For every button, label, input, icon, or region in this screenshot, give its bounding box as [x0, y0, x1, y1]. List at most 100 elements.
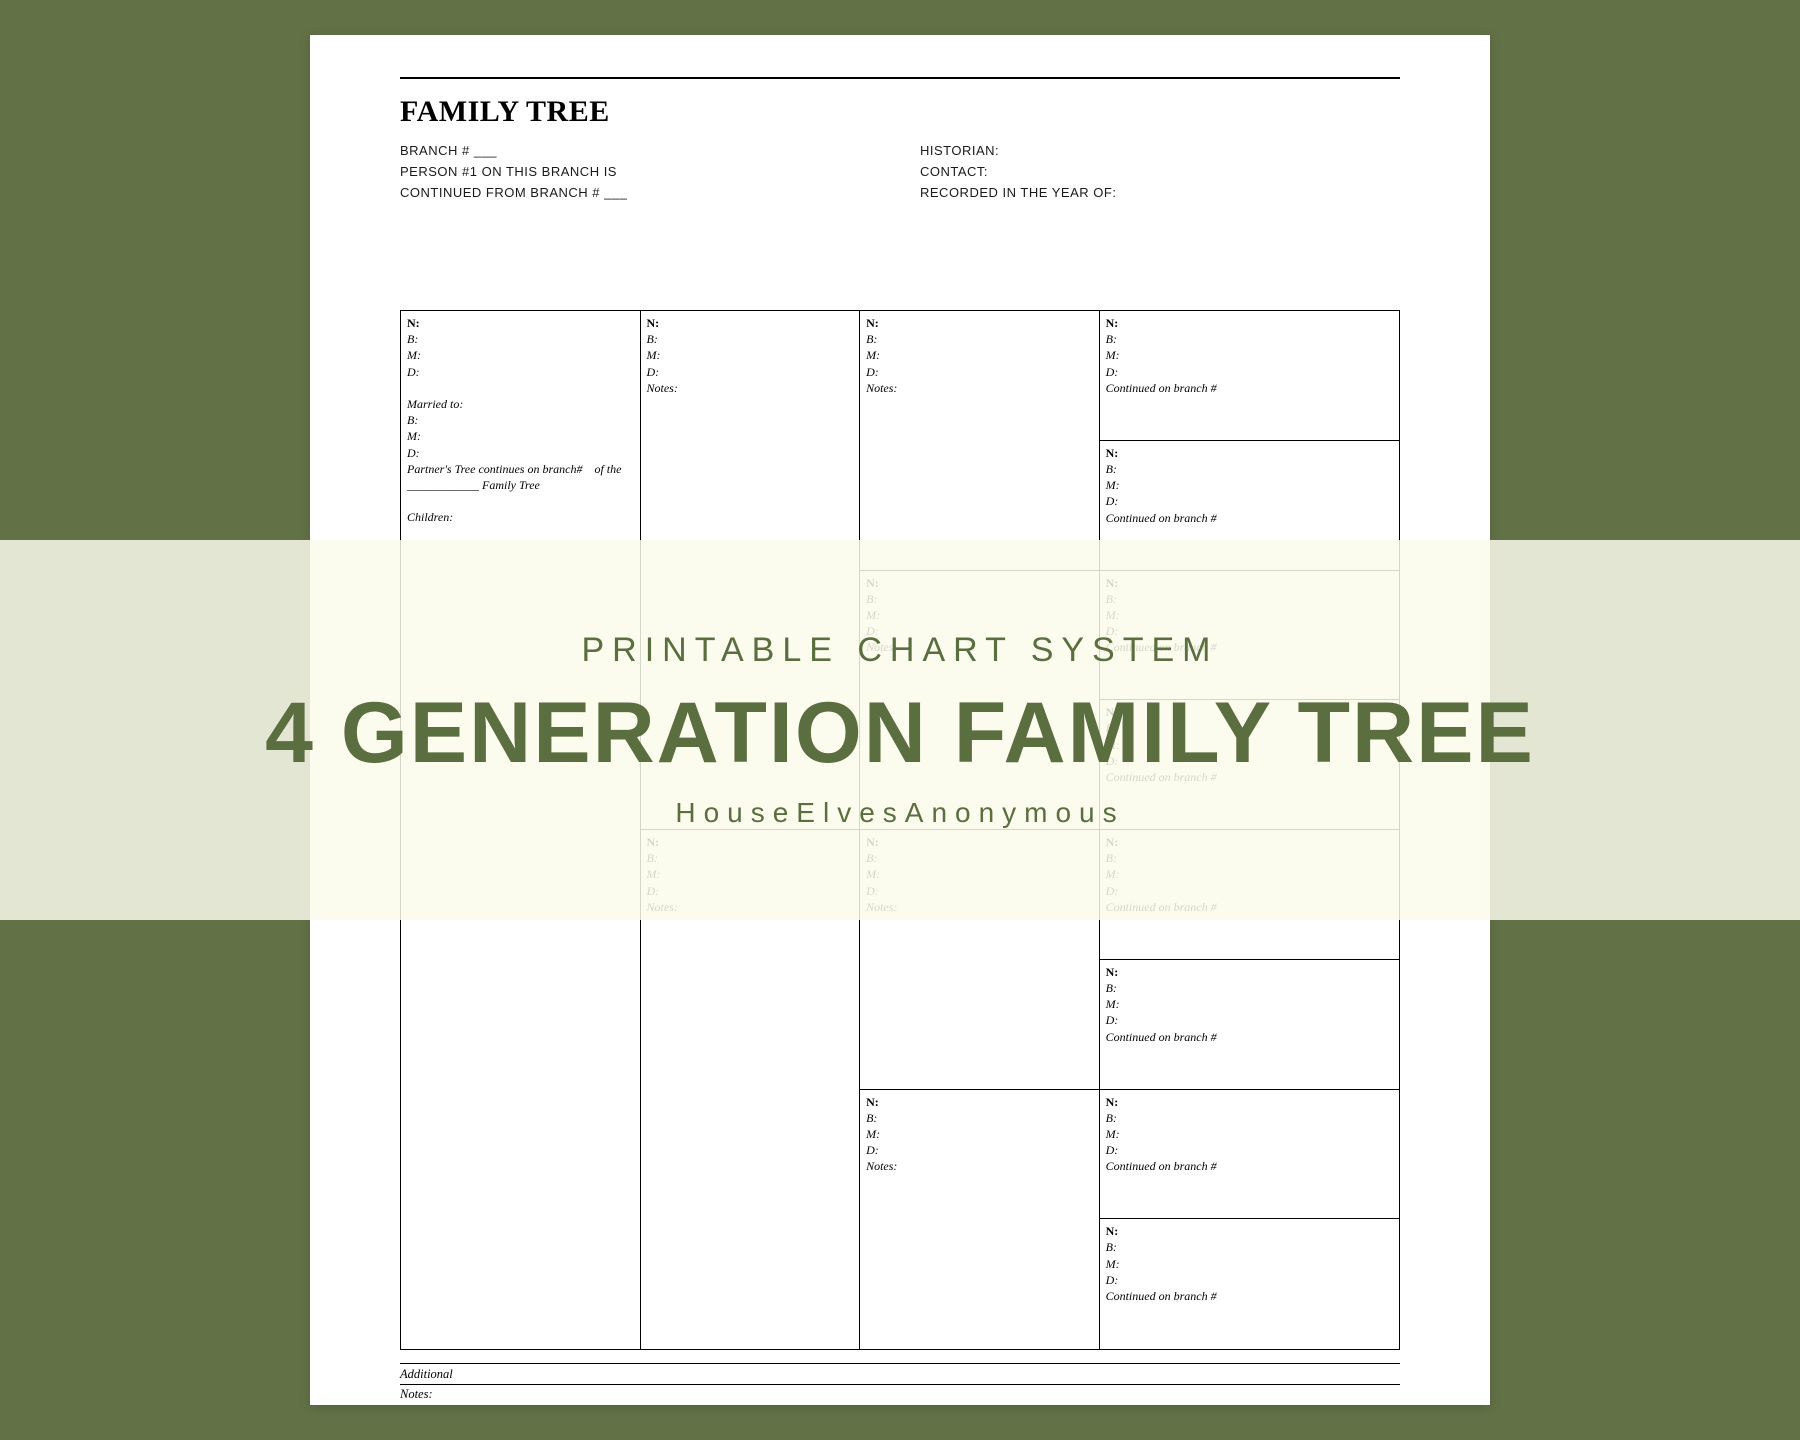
field-label-m: M:: [647, 866, 854, 882]
chart-cell: N:B:M:D:Continued on branch #: [1100, 960, 1399, 1090]
field-label-n: N:: [1106, 704, 1393, 720]
meta-left-1: PERSON #1 ON THIS BRANCH IS: [400, 164, 880, 179]
field-label-n: N:: [1106, 964, 1393, 980]
field-label-b: B:: [866, 850, 1093, 866]
field-label-n: N:: [1106, 1223, 1393, 1239]
field-label-b: B:: [647, 331, 854, 347]
genealogy-chart: N:B:M:D: Married to:B:M:D:Partner's Tree…: [400, 310, 1400, 1350]
field-label-n: N:: [407, 315, 634, 331]
field-label-continued: Continued on branch #: [1106, 1158, 1393, 1174]
chart-cell: N:B:M:D:Notes:: [860, 830, 1099, 1090]
chart-cell: N:B:M:D:Continued on branch #: [1100, 1090, 1399, 1220]
field-label-n: N:: [1106, 445, 1393, 461]
chart-cell: N:B:M:D: Married to:B:M:D:Partner's Tree…: [401, 311, 640, 1349]
field-label-b: B:: [866, 1110, 1093, 1126]
chart-cell: N:B:M:D:Continued on branch #: [1100, 441, 1399, 571]
footer-label-2: Notes:: [400, 1384, 1400, 1402]
field-label-d: D:: [866, 623, 1093, 639]
field-label-m: M:: [647, 347, 854, 363]
field-label-b: B:: [1106, 980, 1393, 996]
field-label-n: N:: [866, 315, 1093, 331]
field-label-partnernote: Partner's Tree continues on branch# of t…: [407, 461, 634, 493]
chart-col-2: N:B:M:D:Notes:N:B:M:D:Notes:: [641, 311, 861, 1349]
field-label-d: D:: [407, 364, 634, 380]
field-label-n: N:: [1106, 315, 1393, 331]
field-label-b: B:: [1106, 720, 1393, 736]
field-label-children: Children:: [407, 509, 634, 525]
field-label-b: B:: [407, 331, 634, 347]
chart-cell: N:B:M:D:Continued on branch #: [1100, 311, 1399, 441]
field-label-m: M:: [866, 1126, 1093, 1142]
chart-cell: N:B:M:D:Continued on branch #: [1100, 700, 1399, 830]
chart-cell: N:B:M:D:Notes:: [860, 571, 1099, 831]
field-label-continued: Continued on branch #: [1106, 899, 1393, 915]
page-title: FAMILY TREE: [400, 95, 1400, 129]
field-label-m: M:: [407, 347, 634, 363]
field-label-notes: Notes:: [866, 380, 1093, 396]
field-label-d: D:: [1106, 493, 1393, 509]
field-label-d: D:: [1106, 1272, 1393, 1288]
field-label-m: M:: [1106, 866, 1393, 882]
field-label-d: D:: [866, 364, 1093, 380]
field-label-m: M:: [1106, 1256, 1393, 1272]
field-label-b: B:: [1106, 1239, 1393, 1255]
meta-left: BRANCH # ___ PERSON #1 ON THIS BRANCH IS…: [400, 143, 880, 200]
field-label-d: D:: [1106, 1142, 1393, 1158]
field-label-b: B:: [1106, 591, 1393, 607]
field-label-b: B:: [866, 331, 1093, 347]
field-label-m: M:: [1106, 477, 1393, 493]
field-label-n: N:: [866, 834, 1093, 850]
document-page: FAMILY TREE BRANCH # ___ PERSON #1 ON TH…: [310, 35, 1490, 1405]
chart-cell: N:B:M:D:Continued on branch #: [1100, 830, 1399, 960]
field-label-n: N:: [1106, 834, 1393, 850]
field-label-n: N:: [1106, 1094, 1393, 1110]
field-label-notes: Notes:: [647, 899, 854, 915]
field-label-blank: [407, 493, 634, 509]
chart-cell: N:B:M:D:Continued on branch #: [1100, 571, 1399, 701]
field-label-d: D:: [1106, 1012, 1393, 1028]
field-label-d: D:: [866, 883, 1093, 899]
field-label-d: D:: [647, 364, 854, 380]
field-label-blank: [407, 380, 634, 396]
field-label-b: B:: [1106, 331, 1393, 347]
stage: FAMILY TREE BRANCH # ___ PERSON #1 ON TH…: [0, 0, 1800, 1440]
chart-cell: N:B:M:D:Notes:: [641, 311, 860, 830]
field-label-m: M:: [866, 347, 1093, 363]
field-label-d: D:: [1106, 883, 1393, 899]
meta-left-2: CONTINUED FROM BRANCH # ___: [400, 185, 880, 200]
field-label-notes: Notes:: [866, 899, 1093, 915]
page-content: FAMILY TREE BRANCH # ___ PERSON #1 ON TH…: [400, 95, 1400, 1365]
field-label-m: M:: [1106, 737, 1393, 753]
field-label-notes: Notes:: [866, 1158, 1093, 1174]
field-label-d: D:: [407, 445, 634, 461]
field-label-n: N:: [866, 575, 1093, 591]
field-label-b: B:: [1106, 1110, 1393, 1126]
field-label-d: D:: [647, 883, 854, 899]
field-label-continued: Continued on branch #: [1106, 769, 1393, 785]
meta-block: BRANCH # ___ PERSON #1 ON THIS BRANCH IS…: [400, 143, 1400, 200]
chart-cell: N:B:M:D:Notes:: [641, 830, 860, 1349]
top-rule: [400, 77, 1400, 79]
field-label-continued: Continued on branch #: [1106, 380, 1393, 396]
meta-right-0: HISTORIAN:: [920, 143, 1400, 158]
additional-notes: Additional Notes:: [400, 1363, 1400, 1402]
field-label-n: N:: [647, 315, 854, 331]
chart-cell: N:B:M:D:Notes:: [860, 1090, 1099, 1350]
field-label-b: B:: [1106, 850, 1393, 866]
field-label-m: M:: [866, 866, 1093, 882]
field-label-b: B:: [407, 412, 634, 428]
footer-label-1: Additional: [400, 1367, 1400, 1382]
field-label-d: D:: [866, 1142, 1093, 1158]
field-label-m: M:: [1106, 1126, 1393, 1142]
field-label-d: D:: [1106, 753, 1393, 769]
field-label-m: M:: [1106, 996, 1393, 1012]
field-label-d: D:: [1106, 364, 1393, 380]
chart-col-4: N:B:M:D:Continued on branch #N:B:M:D:Con…: [1100, 311, 1399, 1349]
field-label-n: N:: [866, 1094, 1093, 1110]
field-label-continued: Continued on branch #: [1106, 1029, 1393, 1045]
field-label-notes: Notes:: [647, 380, 854, 396]
field-label-continued: Continued on branch #: [1106, 1288, 1393, 1304]
meta-left-0: BRANCH # ___: [400, 143, 880, 158]
field-label-b: B:: [1106, 461, 1393, 477]
field-label-notes: Notes:: [866, 639, 1093, 655]
